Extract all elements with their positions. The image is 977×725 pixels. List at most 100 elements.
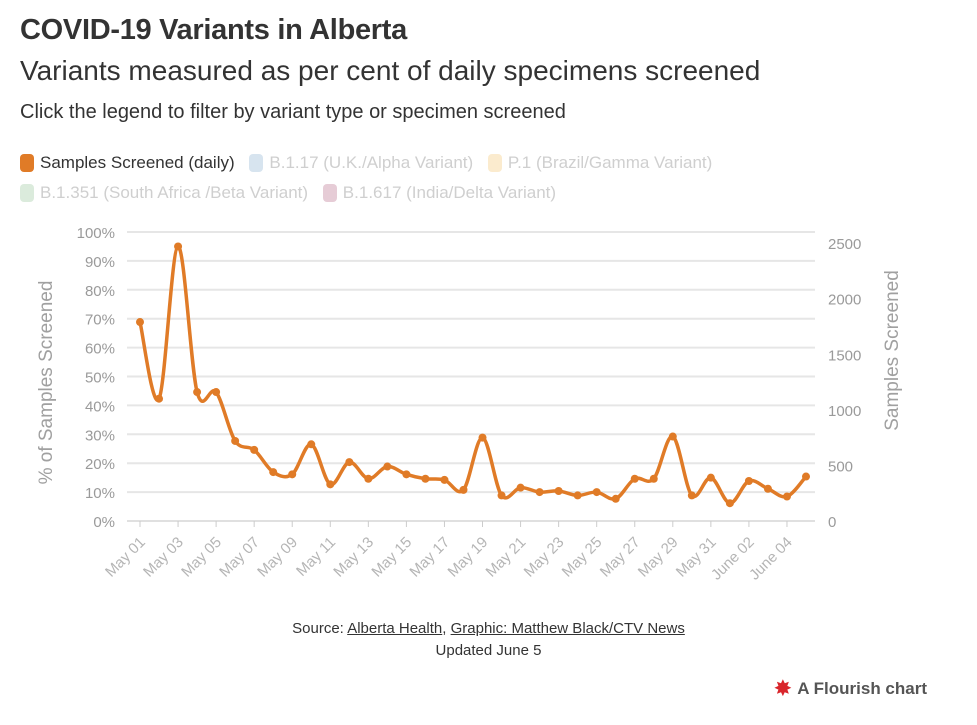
flourish-badge[interactable]: ✸ A Flourish chart (775, 676, 927, 701)
updated-note: Updated June 5 (435, 642, 542, 659)
chart-subtitle: Variants measured as per cent of daily s… (20, 55, 761, 86)
data-point (231, 436, 240, 445)
source-line: Source: Alberta Health, Graphic: Matthew… (0, 620, 977, 637)
x-tick-label: May 29 (635, 534, 682, 581)
data-point (478, 433, 487, 442)
data-point (611, 494, 620, 503)
data-point (212, 388, 221, 397)
y-tick-label: 0% (93, 514, 115, 531)
y-tick-label: 70% (85, 312, 115, 329)
data-point (668, 432, 677, 441)
data-point (402, 470, 411, 479)
x-tick-label: May 11 (293, 534, 339, 580)
x-tick-label: May 05 (178, 534, 225, 581)
legend-label: P.1 (Brazil/Gamma Variant) (507, 153, 713, 172)
x-tick-label: May 27 (597, 534, 644, 581)
x-tick-label: May 07 (216, 534, 263, 581)
data-point (307, 440, 316, 449)
x-tick-label: May 23 (521, 534, 568, 581)
legend-label: Samples Screened (daily) (40, 153, 235, 172)
x-tick-label: June 04 (746, 534, 796, 584)
x-tick-label: May 13 (330, 534, 377, 581)
legend-label: B.1.351 (South Africa /Beta Variant) (40, 183, 309, 202)
source-link-graphic-credit[interactable]: Graphic: Matthew Black/CTV News (450, 620, 685, 637)
legend-swatch (20, 184, 34, 202)
line-chart: 0% 10% 20% 30% 40% 50% 60% 70% 80% 90% 100% 0 500 100… (36, 225, 903, 584)
y2-tick-label: 2500 (828, 236, 861, 253)
x-tick-label: May 17 (406, 534, 453, 581)
legend-item-delta-variant[interactable]: B.1.617 (India/Delta Variant) (322, 180, 557, 206)
data-point (383, 462, 392, 471)
legend: Samples Screened (daily) B.1.17 (U.K./Al… (20, 150, 820, 210)
legend-item-gamma-variant[interactable]: P.1 (Brazil/Gamma Variant) (487, 150, 713, 176)
y-tick-label: 90% (85, 254, 115, 271)
y2-tick-label: 2000 (828, 292, 861, 309)
y-axis-title: % of Samples Screened (36, 281, 57, 485)
y2-tick-label: 500 (828, 458, 853, 475)
y2-tick-label: 1000 (828, 403, 861, 420)
legend-swatch (249, 154, 264, 172)
data-point (630, 474, 639, 483)
data-point (269, 468, 278, 477)
data-point (725, 499, 734, 508)
data-point (649, 474, 658, 483)
flourish-star-icon: ✸ (774, 678, 792, 700)
data-point (706, 473, 715, 482)
data-point (687, 491, 696, 500)
data-point (744, 476, 753, 485)
data-point (250, 445, 259, 454)
data-point (364, 474, 373, 483)
source-prefix: Source: (292, 620, 348, 637)
x-tick-label: May 21 (483, 534, 530, 581)
data-point (592, 488, 601, 497)
y-tick-label: 40% (85, 398, 115, 415)
data-point (193, 388, 202, 397)
y-tick-label: 50% (85, 370, 115, 387)
y-tick-label: 80% (85, 283, 115, 300)
legend-instruction: Click the legend to filter by variant ty… (20, 101, 566, 123)
data-point (763, 484, 772, 493)
y2-tick-label: 0 (828, 514, 836, 531)
legend-label: B.1.617 (India/Delta Variant) (342, 183, 557, 202)
data-point (174, 242, 183, 251)
source-separator: , (442, 620, 451, 637)
chart-title: COVID-19 Variants in Alberta (20, 14, 407, 46)
data-point (421, 474, 430, 483)
data-point (535, 488, 544, 497)
x-tick-label: May 15 (368, 534, 415, 581)
x-tick-label: May 01 (102, 534, 149, 581)
data-point (459, 485, 468, 494)
x-tick-label: May 19 (445, 534, 492, 581)
data-point (782, 492, 791, 501)
legend-swatch (322, 184, 337, 202)
data-point (345, 458, 354, 467)
data-point (802, 472, 810, 481)
y2-tick-label: 1500 (828, 347, 861, 364)
y-tick-label: 20% (85, 456, 115, 473)
data-point (440, 475, 449, 484)
data-point (326, 480, 335, 489)
data-point (516, 483, 525, 492)
series-line (138, 244, 808, 505)
y-tick-label: 30% (85, 427, 115, 444)
source-link-alberta-health[interactable]: Alberta Health (347, 620, 443, 637)
data-point (573, 491, 582, 500)
x-tick-label: May 09 (254, 534, 301, 581)
data-point (554, 486, 563, 495)
x-tick-label: May 03 (140, 534, 187, 581)
data-point (288, 470, 297, 479)
legend-label: B.1.17 (U.K./Alpha Variant) (269, 153, 474, 172)
legend-item-alpha-variant[interactable]: B.1.17 (U.K./Alpha Variant) (249, 150, 473, 176)
legend-swatch (20, 154, 34, 172)
data-point (155, 394, 164, 403)
y-tick-label: 100% (77, 225, 115, 242)
legend-item-samples-screened[interactable]: Samples Screened (daily) (20, 150, 235, 176)
flourish-badge-label: A Flourish chart (797, 678, 927, 698)
y-tick-label: 60% (85, 341, 115, 358)
data-point (136, 318, 144, 327)
x-tick-label: May 25 (559, 534, 606, 581)
data-point (497, 491, 506, 500)
y2-axis-title: Samples Screened (882, 270, 903, 431)
legend-swatch (487, 154, 502, 172)
legend-item-beta-variant[interactable]: B.1.351 (South Africa /Beta Variant) (20, 180, 308, 206)
